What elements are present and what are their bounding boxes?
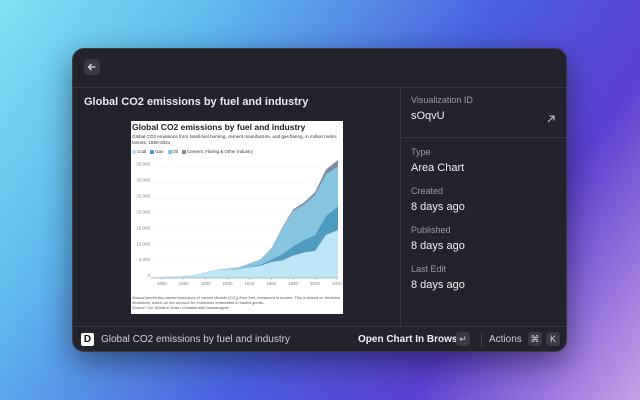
open-link-icon[interactable] bbox=[546, 114, 556, 124]
y-tick-label: 30,000 bbox=[136, 177, 150, 182]
metadata-value: Area Chart bbox=[411, 162, 465, 174]
metadata-label: Type bbox=[411, 147, 431, 157]
x-tick-label: 1940 bbox=[244, 281, 255, 286]
y-tick-label: 35,000 bbox=[136, 162, 150, 167]
metadata-pane: Visualization ID sOqvU Type Area Chart Creat… bbox=[400, 88, 566, 326]
legend: Coal Gas Oil Cement, Flaring & Other Indust… bbox=[132, 149, 342, 154]
legend-item: Gas bbox=[150, 148, 164, 154]
metadata-label: Last Edit bbox=[411, 264, 447, 274]
plot: 0 5,000 10,000 15,000 20,000 25,000 30,000 35,0… bbox=[136, 159, 343, 286]
metadata-value: 8 days ago bbox=[411, 201, 465, 213]
chart-title: Global CO2 emissions by fuel and industr… bbox=[132, 122, 306, 132]
legend-label: Gas bbox=[155, 148, 164, 154]
detail-pane: Global CO2 emissions by fuel and industr… bbox=[73, 88, 400, 326]
primary-action[interactable]: Open Chart In Browser bbox=[358, 334, 467, 345]
area-series bbox=[151, 206, 338, 278]
x-tick-label: 2020 bbox=[332, 281, 343, 286]
area-series bbox=[151, 230, 338, 278]
legend-label: Coal bbox=[137, 148, 147, 154]
legend-label: Oil bbox=[172, 148, 179, 154]
enter-key: ↵ bbox=[456, 332, 470, 346]
legend-item: Coal bbox=[132, 149, 146, 154]
y-tick-label: 20,000 bbox=[136, 209, 150, 214]
back-button[interactable] bbox=[84, 59, 100, 75]
metadata-value: 8 days ago bbox=[411, 279, 465, 291]
metadata-label: Published bbox=[411, 225, 451, 235]
x-tick-label: 1920 bbox=[223, 281, 234, 286]
divider bbox=[401, 137, 566, 138]
footer-title: Global CO2 emissions by fuel and industr… bbox=[101, 334, 290, 345]
chart-preview: Global CO2 emissions by fuel and industr… bbox=[131, 121, 343, 314]
top-bar bbox=[73, 49, 566, 88]
action-bar: D Global CO2 emissions by fuel and indus… bbox=[73, 326, 566, 351]
x-tick-label: 1900 bbox=[201, 281, 212, 286]
y-tick-label: 15,000 bbox=[136, 225, 150, 230]
chart-source: Source: Our World in Data • Created with… bbox=[132, 305, 229, 311]
extension-window: Global CO2 emissions by fuel and industr… bbox=[72, 48, 567, 352]
y-tick-label: 25,000 bbox=[136, 193, 150, 198]
separator bbox=[481, 333, 482, 347]
legend-swatch bbox=[132, 149, 136, 154]
legend-label: Cement, Flaring & Other Industry bbox=[187, 148, 254, 154]
legend-swatch bbox=[167, 149, 172, 154]
x-tick-label: 1960 bbox=[266, 281, 277, 286]
legend-item: Cement, Flaring & Other Industry bbox=[182, 149, 253, 154]
y-tick-label: 5,000 bbox=[139, 257, 151, 262]
x-tick-label: 1980 bbox=[288, 281, 299, 286]
y-tick-label: 0 bbox=[147, 273, 150, 278]
detail-title: Global CO2 emissions by fuel and industr… bbox=[84, 96, 309, 108]
x-tick-label: 2000 bbox=[310, 281, 321, 286]
metadata-value: sOqvU bbox=[411, 110, 445, 122]
app-icon: D bbox=[81, 333, 94, 346]
chart-note: Annual production-based emissions of car… bbox=[132, 294, 341, 306]
area-series bbox=[151, 166, 338, 278]
x-tick-label: 1880 bbox=[179, 281, 190, 286]
legend-swatch bbox=[182, 149, 187, 154]
metadata-value: 8 days ago bbox=[411, 240, 465, 252]
metadata-label: Created bbox=[411, 186, 444, 196]
k-key: K bbox=[546, 332, 560, 346]
legend-swatch bbox=[150, 149, 155, 154]
command-key: ⌘ bbox=[528, 332, 542, 346]
x-tick-label: 1860 bbox=[157, 281, 168, 286]
chart-subtitle: Global CO2 emissions from fossil-fuel bu… bbox=[132, 134, 337, 145]
actions-button[interactable]: Actions bbox=[489, 334, 522, 345]
metadata-label: Visualization ID bbox=[411, 95, 473, 105]
back-arrow-icon bbox=[87, 63, 96, 71]
y-tick-label: 10,000 bbox=[136, 241, 150, 246]
legend-item: Oil bbox=[167, 148, 179, 154]
